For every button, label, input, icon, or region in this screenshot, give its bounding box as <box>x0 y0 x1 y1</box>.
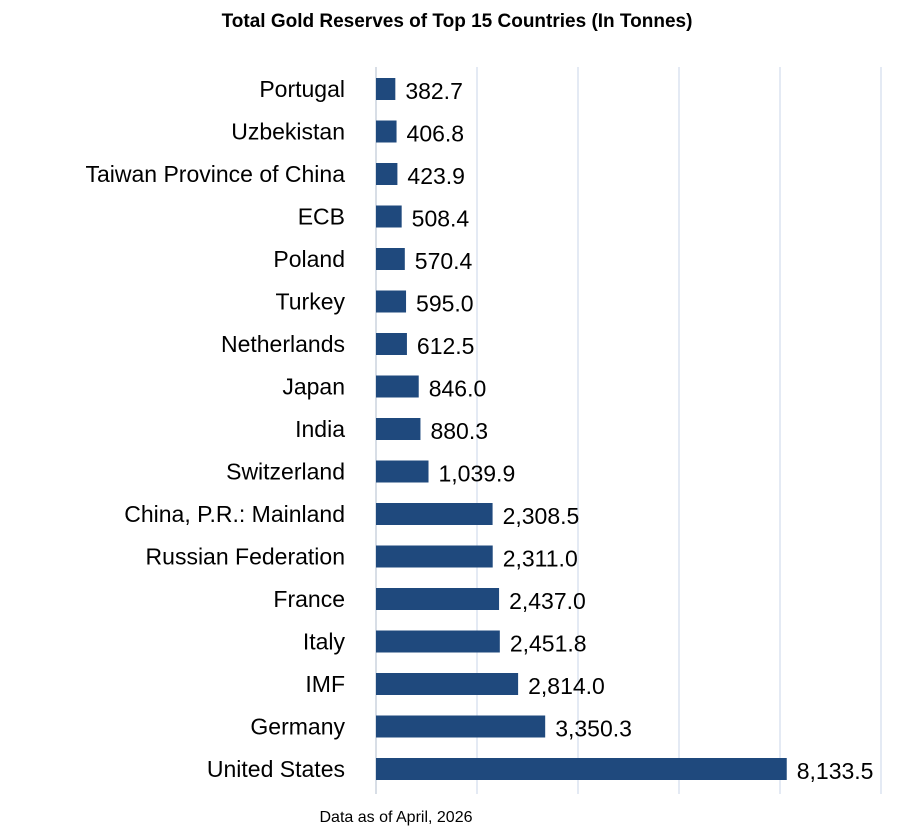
chart-title: Total Gold Reserves of Top 15 Countries … <box>222 11 693 32</box>
value-label: 382.7 <box>405 78 463 104</box>
category-label: Uzbekistan <box>231 119 345 145</box>
value-label: 2,437.0 <box>509 588 586 614</box>
bars <box>376 78 787 780</box>
bar <box>376 630 500 653</box>
bar <box>376 503 493 525</box>
chart-footnote: Data as of April, 2026 <box>320 809 473 826</box>
bar <box>376 545 493 568</box>
bar <box>376 290 407 313</box>
value-label: 2,308.5 <box>503 503 580 529</box>
category-label: India <box>295 416 345 442</box>
category-label: Japan <box>282 374 345 400</box>
value-label: 846.0 <box>429 376 487 402</box>
value-label: 406.8 <box>407 121 465 147</box>
bar <box>376 673 519 695</box>
category-label: United States <box>207 756 345 782</box>
bar <box>376 418 421 440</box>
value-label: 880.3 <box>430 418 488 444</box>
category-label: Portugal <box>259 76 345 102</box>
value-label: 2,814.0 <box>528 673 605 699</box>
category-label: Germany <box>250 714 345 740</box>
category-labels: Portugal Uzbekistan Taiwan Province of Chi… <box>85 76 345 782</box>
bar <box>376 758 787 780</box>
bar <box>376 248 405 270</box>
value-label: 2,451.8 <box>510 631 587 657</box>
category-label: Russian Federation <box>146 544 345 570</box>
value-label: 2,311.0 <box>503 546 578 572</box>
category-label: ECB <box>298 204 345 230</box>
bar <box>376 163 398 185</box>
bar <box>376 205 402 228</box>
value-label: 423.9 <box>407 163 465 189</box>
bar <box>376 715 546 738</box>
value-label: 508.4 <box>412 206 470 232</box>
category-label: Poland <box>273 246 345 272</box>
bar <box>376 120 397 143</box>
category-label: IMF <box>305 671 345 697</box>
bar <box>376 460 429 483</box>
value-label: 570.4 <box>415 248 473 274</box>
value-label: 595.0 <box>416 291 474 317</box>
category-label: Turkey <box>276 289 346 315</box>
bar <box>376 375 419 398</box>
value-label: 1,039.9 <box>439 461 516 487</box>
category-label: France <box>273 586 345 612</box>
category-label: China, P.R.: Mainland <box>124 501 345 527</box>
category-label: Taiwan Province of China <box>85 161 345 187</box>
category-label: Netherlands <box>221 331 345 357</box>
bar <box>376 78 396 100</box>
value-labels: 382.7 406.8 423.9 508.4 570.4 595.0 612.5 846.0… <box>405 78 873 784</box>
gridlines <box>375 67 882 794</box>
bar <box>376 588 500 610</box>
category-label: Switzerland <box>226 459 345 485</box>
bar <box>376 333 407 355</box>
value-label: 3,350.3 <box>555 716 632 742</box>
value-label: 612.5 <box>417 333 475 359</box>
category-label: Italy <box>303 629 346 655</box>
value-label: 8,133.5 <box>797 758 874 784</box>
